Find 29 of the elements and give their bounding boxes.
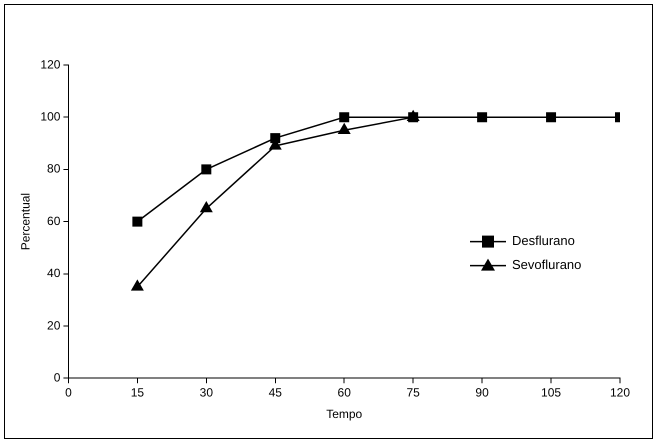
x-axis-title: Tempo (326, 407, 363, 422)
y-tick-label: 0 (54, 370, 61, 385)
y-tick-label: 80 (47, 162, 61, 176)
point (546, 112, 556, 122)
point (132, 216, 142, 227)
y-tick-label: 60 (47, 214, 61, 228)
x-tick-label: 30 (200, 386, 214, 400)
point (270, 133, 280, 144)
x-tick-label: 45 (268, 386, 282, 400)
y-tick-label: 20 (47, 318, 61, 332)
x-tick-label: 75 (406, 386, 420, 400)
x-tick-label: 120 (610, 386, 630, 400)
x-tick-label: 90 (475, 386, 490, 400)
point (131, 280, 144, 291)
point (338, 124, 350, 134)
y-tick-label: 40 (47, 266, 61, 280)
x-tick-label: 105 (541, 386, 562, 400)
y-axis-title: Percentual (18, 192, 33, 250)
point (339, 112, 350, 122)
point (200, 202, 212, 212)
point (201, 164, 212, 174)
y-tick-label: 100 (40, 110, 61, 124)
legend-label: Desflurano (512, 233, 575, 248)
x-tick-label: 15 (130, 386, 144, 400)
legend-label: Sevoflurano (512, 257, 582, 272)
y-tick-label: 120 (40, 57, 61, 72)
point (477, 112, 488, 122)
x-tick-label: 60 (338, 386, 352, 400)
x-tick-label: 0 (65, 386, 72, 400)
